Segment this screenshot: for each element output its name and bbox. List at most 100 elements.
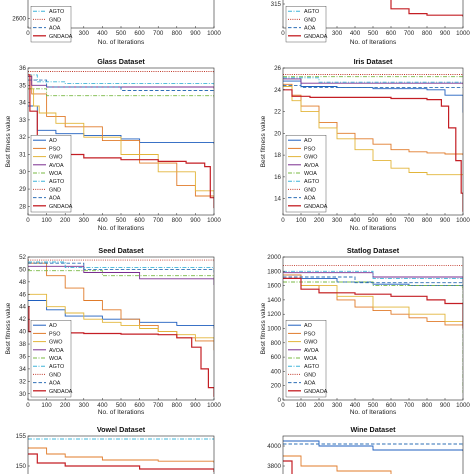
series-group	[28, 438, 214, 472]
x-tick-label: 700	[153, 30, 164, 37]
series-group	[390, 0, 463, 17]
x-tick-label: 0	[26, 402, 30, 409]
x-tick-label: 900	[440, 402, 451, 409]
legend-label-gndaoa: GNDAOA	[304, 389, 328, 395]
x-tick-label: 200	[314, 217, 325, 224]
legend-label-gndaoa: GNDAOA	[49, 34, 73, 40]
legend-label-agto: AGTO	[304, 9, 319, 15]
y-tick-label: 44	[19, 304, 26, 311]
chart-title: Statlog Dataset	[347, 246, 400, 255]
x-tick-label: 1000	[207, 30, 221, 37]
series-group	[283, 265, 463, 393]
y-tick-label: 14	[274, 196, 281, 203]
legend-label-aoa: AOA	[49, 381, 61, 387]
y-tick-label: 1000	[267, 326, 281, 333]
legend-label-ao: AO	[304, 138, 312, 144]
series-line-aoa	[283, 276, 463, 286]
x-tick-label: 100	[41, 402, 52, 409]
x-tick-label: 300	[332, 30, 343, 37]
legend-label-gnd: GND	[49, 17, 61, 23]
series-line-gndaoa	[390, 0, 463, 17]
x-axis-label: No. of Iterations	[98, 225, 145, 232]
series-line-gwo	[28, 88, 214, 195]
y-tick-label: 52	[19, 254, 26, 261]
x-tick-label: 0	[281, 30, 285, 37]
legend-label-agto: AGTO	[49, 179, 64, 185]
legend-label-gwo: GWO	[304, 155, 317, 161]
y-tick-label: 1800	[267, 268, 281, 275]
y-tick-label: 20	[274, 130, 281, 137]
legend-box	[285, 320, 327, 398]
axes-box	[27, 435, 215, 474]
y-axis-label: Best fitness value	[260, 115, 267, 167]
x-axis-label: No. of Iterations	[98, 39, 145, 46]
legend-label-avoa: AVOA	[49, 163, 64, 169]
chart-title: Iris Dataset	[354, 57, 393, 66]
x-tick-label: 800	[172, 30, 183, 37]
panel-vowel: 150 155 Vowel Dataset	[16, 425, 215, 474]
y-tick-label: 150	[16, 463, 27, 470]
x-tick-label: 100	[41, 217, 52, 224]
panel-top-left: 010020030040050060070080090010002600No. …	[12, 0, 221, 46]
series-group	[28, 71, 214, 209]
x-tick-label: 400	[97, 30, 108, 37]
x-tick-label: 800	[172, 217, 183, 224]
legend-label-gwo: GWO	[49, 340, 62, 346]
x-tick-label: 200	[60, 402, 71, 409]
x-tick-label: 500	[116, 30, 127, 37]
legend-label-woa: WOA	[304, 356, 317, 362]
y-axis-label: Best fitness value	[5, 302, 12, 354]
x-tick-label: 500	[368, 217, 379, 224]
y-tick-label: 36	[19, 353, 26, 360]
y-tick-label: 1200	[267, 311, 281, 318]
legend-label-pso: PSO	[49, 331, 60, 337]
y-tick-label: 2000	[267, 254, 281, 261]
y-tick-label: 26	[274, 65, 281, 72]
x-tick-label: 600	[134, 30, 145, 37]
series-line-gnd	[28, 71, 214, 74]
x-tick-label: 600	[134, 217, 145, 224]
legend-label-agto: AGTO	[49, 9, 64, 15]
y-axis-label: Best fitness value	[5, 115, 12, 167]
legend-label-gndaoa: GNDAOA	[304, 204, 328, 210]
legend-label-avoa: AVOA	[49, 348, 64, 354]
y-tick-label: 35	[19, 82, 26, 89]
legend-label-ao: AO	[49, 138, 57, 144]
y-tick-label: 4000	[267, 443, 281, 450]
series-line-gwo	[28, 293, 214, 341]
series-group	[283, 74, 463, 212]
chart-title: Seed Dataset	[98, 246, 144, 255]
y-tick-label: 29	[19, 186, 26, 193]
legend-label-woa: WOA	[49, 356, 62, 362]
x-tick-label: 900	[190, 30, 201, 37]
y-tick-label: 46	[19, 291, 26, 298]
x-tick-label: 500	[368, 30, 379, 37]
y-tick-label: 48	[19, 279, 26, 286]
panel-statlog: 0 100 200 300 400 500 600 700 800 900 1000 0 200 400 6…	[260, 246, 470, 416]
panel-wine: 360038004000Wine Dataset	[267, 425, 464, 474]
x-tick-label: 400	[97, 402, 108, 409]
series-line-gnd	[283, 265, 463, 267]
x-tick-label: 0	[281, 402, 285, 409]
y-tick-label: 50	[19, 266, 26, 273]
x-tick-label: 900	[440, 217, 451, 224]
y-tick-label: 600	[271, 354, 282, 361]
x-axis-label: No. of Iterations	[350, 409, 397, 416]
series-line-agto	[283, 77, 463, 84]
x-tick-label: 0	[26, 30, 30, 37]
x-tick-label: 800	[422, 402, 433, 409]
legend-label-gnd: GND	[49, 372, 61, 378]
legend-label-pso: PSO	[304, 331, 315, 337]
x-tick-label: 300	[79, 217, 90, 224]
y-tick-label: 33	[19, 117, 26, 124]
x-tick-label: 600	[386, 30, 397, 37]
x-tick-label: 700	[153, 402, 164, 409]
y-tick-label: 22	[274, 109, 281, 116]
chart-title: Wine Dataset	[350, 425, 396, 434]
legend-label-gnd: GND	[304, 372, 316, 378]
